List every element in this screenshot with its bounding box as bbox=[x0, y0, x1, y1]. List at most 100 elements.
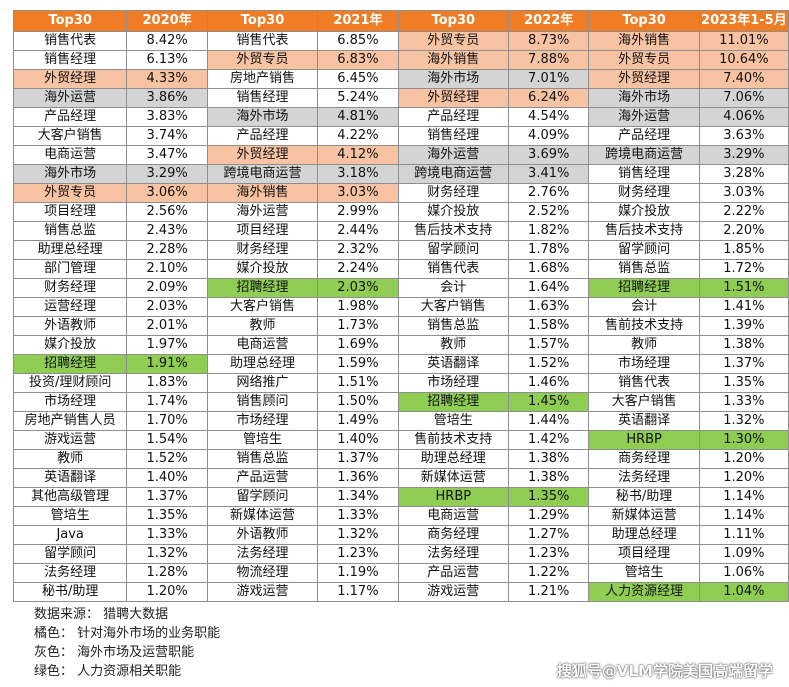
job-title-2023: 助理总经理 bbox=[588, 525, 700, 545]
share-value-2023: 1.51% bbox=[698, 278, 789, 298]
share-value-2023: 1.14% bbox=[698, 506, 789, 526]
share-value-2023: 1.06% bbox=[698, 563, 789, 583]
share-value-2023: 1.38% bbox=[698, 335, 789, 355]
share-value-2021: 1.73% bbox=[317, 316, 399, 336]
job-title-2022: 销售总监 bbox=[397, 316, 509, 336]
job-title-2022: 售前技术支持 bbox=[397, 430, 509, 450]
share-value-2020: 2.28% bbox=[126, 240, 208, 260]
share-value-2020: 3.86% bbox=[126, 88, 208, 108]
share-value-2023: 2.22% bbox=[698, 202, 789, 222]
share-value-2020: 1.40% bbox=[126, 468, 208, 488]
share-value-2020: 8.42% bbox=[126, 31, 208, 51]
job-title-2021: 新媒体运营 bbox=[206, 506, 319, 526]
job-title-2021: 游戏运营 bbox=[206, 582, 319, 602]
job-title-2021: 物流经理 bbox=[206, 563, 319, 583]
job-title-2020: 财务经理 bbox=[12, 278, 128, 298]
table-row: 产品经理 3.83% 海外市场 4.81% 产品经理 4.54% 海外运营 4.06% bbox=[12, 107, 789, 127]
job-title-2023: 市场经理 bbox=[588, 354, 700, 374]
share-value-2022: 1.21% bbox=[507, 582, 590, 602]
table-body: 销售代表 8.42% 销售代表 6.85% 外贸专员 8.73% 海外销售 11.01% 销售经… bbox=[12, 31, 789, 602]
share-value-2022: 1.46% bbox=[507, 373, 590, 393]
job-title-2023: 销售总监 bbox=[588, 259, 700, 279]
job-title-2022: 游戏运营 bbox=[397, 582, 509, 602]
job-title-2023: 海外市场 bbox=[588, 88, 700, 108]
share-value-2021: 1.37% bbox=[317, 449, 399, 469]
share-value-2023: 10.64% bbox=[698, 50, 789, 70]
job-title-2022: 商务经理 bbox=[397, 525, 509, 545]
job-title-2022: 大客户销售 bbox=[397, 297, 509, 317]
table-row: 销售总监 2.43% 项目经理 2.44% 售后技术支持 1.82% 售后技术支持 2.20% bbox=[12, 221, 789, 241]
share-value-2022: 1.82% bbox=[507, 221, 590, 241]
share-value-2020: 1.33% bbox=[126, 525, 208, 545]
share-value-2023: 1.14% bbox=[698, 487, 789, 507]
job-title-2020: 产品经理 bbox=[12, 107, 128, 127]
share-value-2022: 4.09% bbox=[507, 126, 590, 146]
job-title-2023: 产品经理 bbox=[588, 126, 700, 146]
job-title-2023: 管培生 bbox=[588, 563, 700, 583]
job-title-2021: 产品运营 bbox=[206, 468, 319, 488]
job-title-2021: 市场经理 bbox=[206, 411, 319, 431]
job-title-2020: 媒介投放 bbox=[12, 335, 128, 355]
share-value-2021: 1.33% bbox=[317, 506, 399, 526]
job-title-2023: HRBP bbox=[588, 430, 700, 450]
share-value-2020: 4.33% bbox=[126, 69, 208, 89]
table-row: 项目经理 2.56% 海外运营 2.99% 媒介投放 2.52% 媒介投放 2.22% bbox=[12, 202, 789, 222]
share-value-2020: 3.06% bbox=[126, 183, 208, 203]
share-value-2020: 2.56% bbox=[126, 202, 208, 222]
share-value-2020: 2.01% bbox=[126, 316, 208, 336]
share-value-2022: 1.29% bbox=[507, 506, 590, 526]
share-value-2021: 5.24% bbox=[317, 88, 399, 108]
job-title-2023: 外贸专员 bbox=[588, 50, 700, 70]
job-title-2022: 外贸经理 bbox=[397, 88, 509, 108]
share-value-2020: 1.83% bbox=[126, 373, 208, 393]
share-value-2022: 1.63% bbox=[507, 297, 590, 317]
job-title-2021: 外贸经理 bbox=[206, 145, 319, 165]
share-value-2021: 1.49% bbox=[317, 411, 399, 431]
share-value-2023: 1.30% bbox=[698, 430, 789, 450]
table-row: 销售代表 8.42% 销售代表 6.85% 外贸专员 8.73% 海外销售 11.01% bbox=[12, 31, 789, 51]
header-top30-2021: Top30 bbox=[206, 10, 319, 32]
job-title-2020: 销售代表 bbox=[12, 31, 128, 51]
share-value-2021: 2.99% bbox=[317, 202, 399, 222]
table-row: 海外运营 3.86% 销售经理 5.24% 外贸经理 6.24% 海外市场 7.06% bbox=[12, 88, 789, 108]
job-title-2021: 大客户销售 bbox=[206, 297, 319, 317]
job-title-2020: 外贸经理 bbox=[12, 69, 128, 89]
share-value-2023: 11.01% bbox=[698, 31, 789, 51]
job-title-2023: 销售经理 bbox=[588, 164, 700, 184]
job-title-2023: 会计 bbox=[588, 297, 700, 317]
job-title-2020: 房地产销售人员 bbox=[12, 411, 128, 431]
table-row: 留学顾问 1.32% 法务经理 1.23% 法务经理 1.23% 项目经理 1.09% bbox=[12, 544, 789, 564]
share-value-2020: 1.20% bbox=[126, 582, 208, 602]
share-value-2020: 1.52% bbox=[126, 449, 208, 469]
job-title-2021: 教师 bbox=[206, 316, 319, 336]
share-value-2022: 3.69% bbox=[507, 145, 590, 165]
share-value-2023: 2.20% bbox=[698, 221, 789, 241]
share-value-2022: 7.88% bbox=[507, 50, 590, 70]
share-value-2022: 1.22% bbox=[507, 563, 590, 583]
share-value-2023: 4.06% bbox=[698, 107, 789, 127]
share-value-2023: 1.33% bbox=[698, 392, 789, 412]
table-row: 媒介投放 1.97% 电商运营 1.69% 教师 1.57% 教师 1.38% bbox=[12, 335, 789, 355]
share-value-2022: 6.24% bbox=[507, 88, 590, 108]
job-title-2020: 海外运营 bbox=[12, 88, 128, 108]
table-row: 法务经理 1.28% 物流经理 1.19% 产品运营 1.22% 管培生 1.06% bbox=[12, 563, 789, 583]
job-title-2022: 产品运营 bbox=[397, 563, 509, 583]
table-row: 电商运营 3.47% 外贸经理 4.12% 海外运营 3.69% 跨境电商运营 3.29% bbox=[12, 145, 789, 165]
job-title-2022: 跨境电商运营 bbox=[397, 164, 509, 184]
share-value-2022: 3.41% bbox=[507, 164, 590, 184]
job-title-2021: 销售总监 bbox=[206, 449, 319, 469]
share-value-2021: 2.24% bbox=[317, 259, 399, 279]
header-top30-2022: Top30 bbox=[397, 10, 509, 32]
share-value-2021: 1.59% bbox=[317, 354, 399, 374]
share-value-2020: 3.74% bbox=[126, 126, 208, 146]
share-value-2020: 1.37% bbox=[126, 487, 208, 507]
table-row: Java 1.33% 外语教师 1.32% 商务经理 1.27% 助理总经理 1.11% bbox=[12, 525, 789, 545]
job-title-2022: 外贸专员 bbox=[397, 31, 509, 51]
share-value-2023: 1.85% bbox=[698, 240, 789, 260]
share-value-2022: 1.35% bbox=[507, 487, 590, 507]
share-value-2021: 1.69% bbox=[317, 335, 399, 355]
job-title-2022: 售后技术支持 bbox=[397, 221, 509, 241]
ranking-table: Top30 2020年 Top30 2021年 Top30 2022年 Top3… bbox=[12, 10, 789, 602]
job-title-2021: 产品经理 bbox=[206, 126, 319, 146]
job-title-2020: 销售总监 bbox=[12, 221, 128, 241]
